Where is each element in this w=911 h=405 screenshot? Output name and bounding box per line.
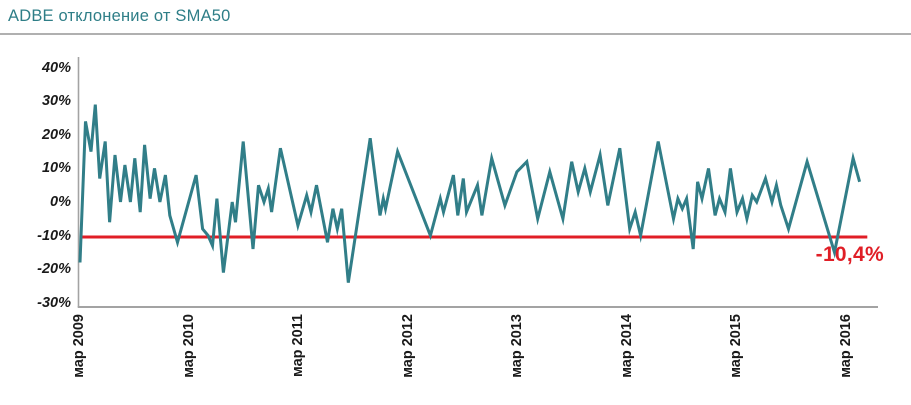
- y-tick-label: 30%: [41, 93, 71, 110]
- x-tick-label: мар 2010: [180, 314, 197, 378]
- x-tick-label: мар 2011: [290, 314, 306, 377]
- y-tick-label: -20%: [37, 261, 71, 278]
- chart-title: ADBE отклонение от SMA50: [8, 7, 231, 25]
- y-tick-label: -10%: [37, 227, 71, 244]
- title-divider: [0, 33, 911, 35]
- x-tick-label: мар 2009: [71, 314, 87, 378]
- y-tick-label: 10%: [41, 160, 71, 177]
- x-tick-label: мар 2015: [728, 314, 744, 378]
- x-tick-label: мар 2012: [399, 314, 416, 378]
- y-tick-label: 40%: [41, 59, 71, 76]
- y-tick-label: -30%: [37, 294, 71, 311]
- y-tick-label: 0%: [50, 194, 71, 210]
- threshold-value-label: -10,4%: [815, 243, 884, 266]
- x-tick-label: мар 2013: [509, 314, 525, 378]
- y-tick-label: 20%: [41, 126, 71, 143]
- x-tick-label: мар 2016: [837, 314, 854, 378]
- x-tick-label: мар 2014: [618, 314, 635, 378]
- deviation-line: [78, 104, 862, 283]
